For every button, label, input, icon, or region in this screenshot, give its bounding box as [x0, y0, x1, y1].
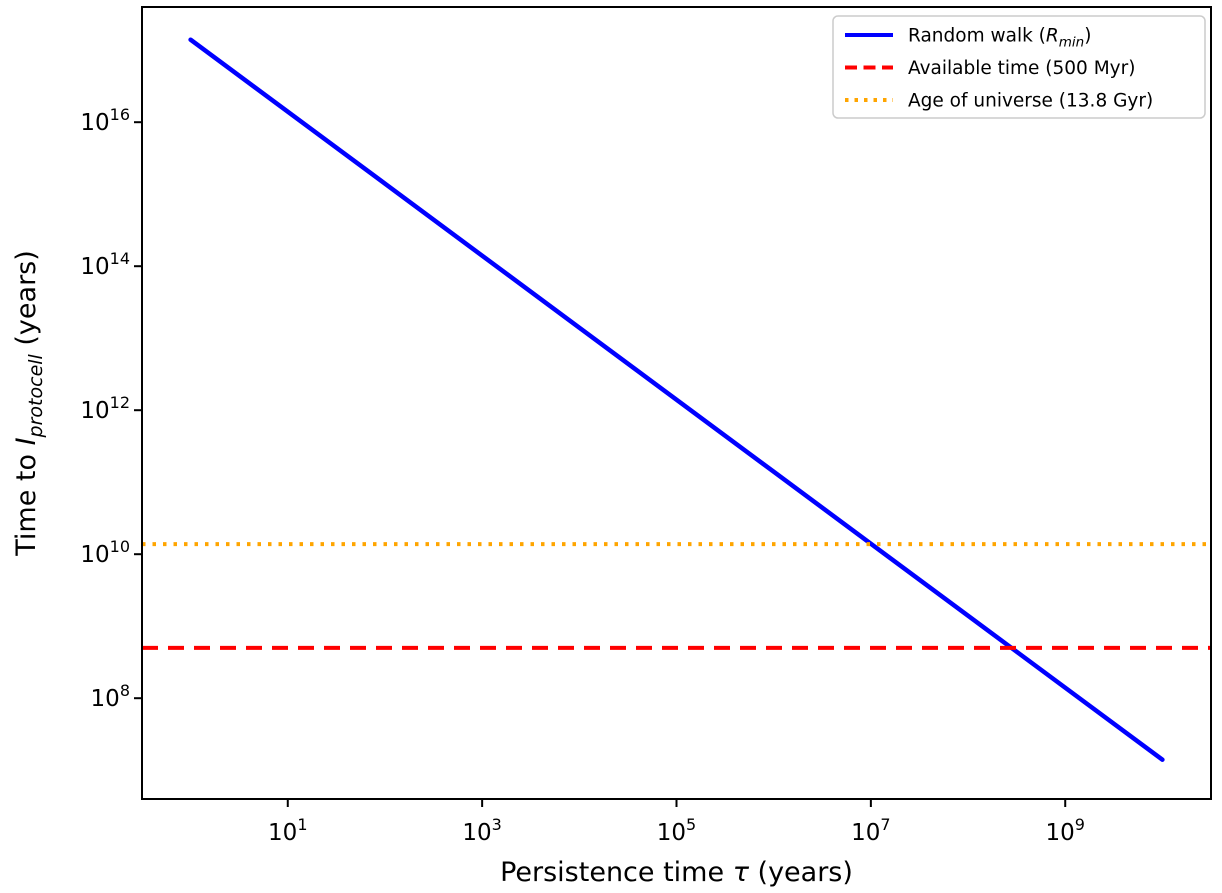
x-tick-label: 103	[462, 815, 501, 846]
legend-label-random-walk: Random walk (Rmin)	[908, 26, 1091, 51]
legend-label-available-time: Available time (500 Myr)	[908, 58, 1135, 79]
y-axis-label: Time to Iprotocell (years)	[11, 250, 47, 557]
x-tick-label: 101	[268, 815, 307, 846]
x-tick-label: 107	[851, 815, 890, 846]
legend-label-age-of-universe: Age of universe (13.8 Gyr)	[908, 91, 1153, 112]
y-tick-label: 1014	[80, 249, 130, 280]
x-tick-label: 109	[1045, 815, 1084, 846]
series-group	[142, 37, 1211, 762]
y-tick-label: 1012	[80, 393, 130, 424]
series-random-walk-line	[188, 37, 1165, 762]
y-axis: 108 1010 1012 1014 1016	[80, 105, 142, 712]
x-axis-label: Persistence time τ (years)	[500, 857, 853, 888]
y-tick-label: 1010	[80, 537, 130, 568]
y-tick-label: 1016	[80, 105, 130, 136]
y-tick-label: 108	[91, 681, 130, 712]
x-axis: 101 103 105 107 109	[268, 799, 1085, 846]
plot-area	[141, 6, 1212, 800]
legend: Random walk (Rmin) Available time (500 My…	[832, 15, 1206, 119]
legend-box	[832, 15, 1206, 119]
x-tick-label: 105	[657, 815, 696, 846]
